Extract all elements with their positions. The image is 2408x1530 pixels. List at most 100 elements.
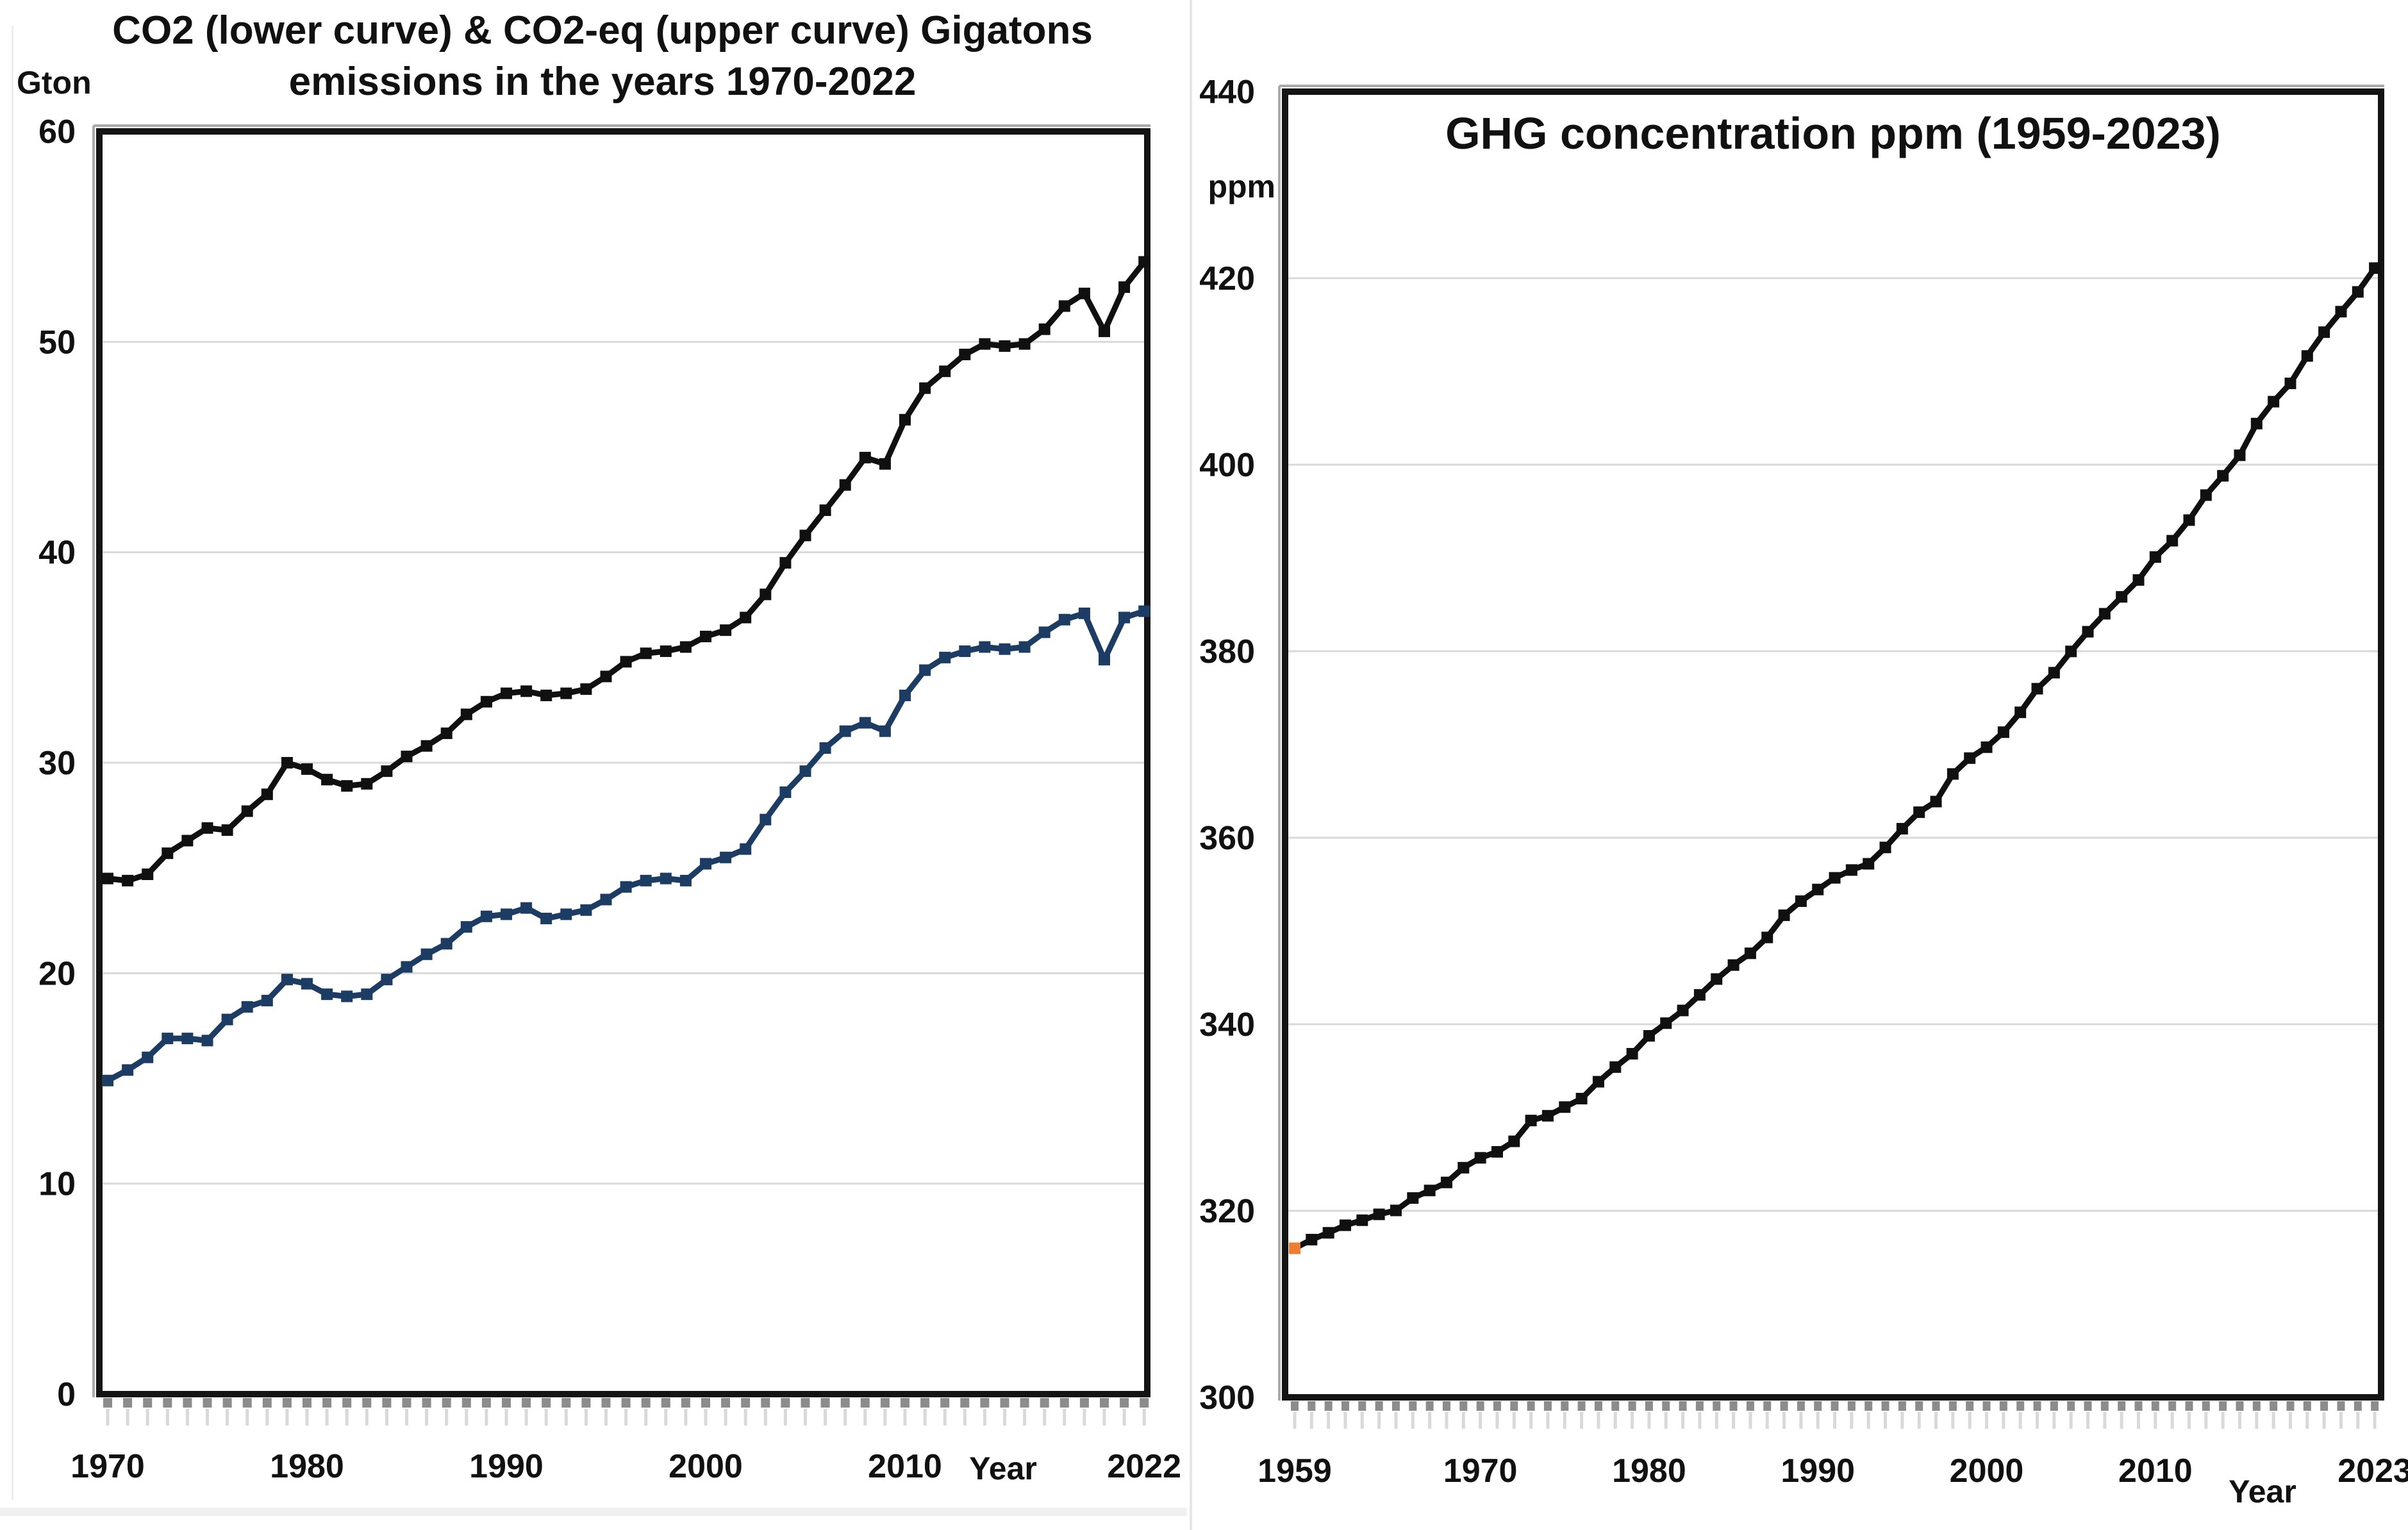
right-x-minor-tick-light <box>1900 1412 1904 1429</box>
ghg-concentration-marker <box>2268 395 2280 408</box>
ghg-concentration-marker <box>1711 973 1723 985</box>
co2-eq-upper-curve-marker <box>1058 300 1070 312</box>
right-x-minor-tick-light <box>1816 1412 1820 1429</box>
ghg-concentration-marker <box>1609 1061 1622 1073</box>
left-x-minor-tick <box>242 1398 252 1408</box>
right-x-minor-tick <box>1982 1401 1991 1411</box>
right-x-minor-tick <box>2134 1401 2143 1411</box>
left-x-minor-tick <box>1079 1398 1089 1408</box>
ghg-concentration-marker <box>1795 895 1807 907</box>
right-x-minor-tick-light <box>1968 1412 1972 1429</box>
left-x-minor-tick-light <box>824 1409 827 1426</box>
co2-eq-upper-curve-marker <box>102 872 113 885</box>
left-x-minor-tick-light <box>644 1409 648 1426</box>
co2-lower-curve-marker <box>899 689 911 701</box>
co2-lower-curve-marker <box>261 995 273 1007</box>
ghg-concentration-marker <box>2082 626 2094 638</box>
co2-eq-upper-curve-marker <box>799 529 811 542</box>
ghg-concentration-marker <box>1339 1219 1351 1231</box>
left-x-minor-tick <box>621 1398 631 1408</box>
right-x-minor-tick <box>2270 1401 2278 1411</box>
ghg-concentration-marker <box>1525 1115 1537 1127</box>
ghg-concentration-marker <box>1508 1135 1520 1147</box>
left-x-minor-tick-light <box>943 1409 947 1426</box>
right-x-minor-tick <box>2354 1401 2362 1411</box>
ghg-concentration-marker <box>1575 1092 1588 1104</box>
left-x-minor-tick <box>163 1398 172 1408</box>
left-x-minor-tick-light <box>724 1409 727 1426</box>
ghg-concentration-marker <box>2352 286 2364 298</box>
right-x-minor-tick-light <box>2103 1412 2107 1429</box>
left-x-minor-tick <box>860 1398 870 1408</box>
right-x-minor-tick <box>2252 1401 2261 1411</box>
co2-eq-upper-curve-marker <box>580 683 592 695</box>
right-x-minor-tick-light <box>1782 1412 1786 1429</box>
left-x-minor-tick-light <box>1083 1409 1086 1426</box>
left-x-minor-tick <box>561 1398 571 1408</box>
right-x-minor-tick-light <box>1833 1412 1837 1429</box>
co2-lower-curve-marker <box>620 881 632 893</box>
right-x-minor-tick <box>1459 1401 1468 1411</box>
left-x-minor-tick-light <box>524 1409 528 1426</box>
co2-eq-upper-curve-marker <box>859 451 871 463</box>
ghg-concentration-marker <box>1643 1030 1655 1042</box>
ghg-concentration-marker <box>1693 989 1706 1001</box>
ghg-concentration-marker <box>2335 306 2347 318</box>
right-x-minor-tick <box>1797 1401 1805 1411</box>
left-y-tick-label: 30 <box>38 745 76 782</box>
co2-eq-upper-curve-marker <box>1118 281 1131 293</box>
right-x-minor-tick-light <box>2170 1412 2174 1429</box>
right-x-minor-tick <box>2202 1401 2210 1411</box>
left-x-minor-tick <box>1020 1398 1029 1408</box>
right-x-minor-tick <box>2286 1401 2295 1411</box>
right-x-minor-tick <box>1662 1401 1670 1411</box>
co2-eq-upper-curve-marker <box>361 777 373 790</box>
right-x-minor-tick-light <box>2288 1412 2292 1429</box>
co2-eq-upper-curve-marker <box>520 685 533 697</box>
co2-lower-curve-marker <box>440 938 453 950</box>
right-x-minor-tick <box>2236 1401 2244 1411</box>
co2-eq-upper-curve-marker <box>401 751 413 763</box>
left-x-minor-tick-light <box>465 1409 469 1426</box>
left-x-axis-unit-label: Year <box>969 1451 1037 1486</box>
left-x-minor-tick <box>203 1398 212 1408</box>
co2-eq-upper-curve-marker <box>122 874 134 886</box>
co2-eq-upper-curve-marker <box>162 847 174 860</box>
left-x-minor-tick <box>1120 1398 1129 1408</box>
right-x-minor-tick-light <box>2322 1412 2326 1429</box>
co2-eq-upper-curve-marker <box>819 504 831 516</box>
left-x-minor-tick <box>183 1398 192 1408</box>
co2-eq-upper-curve-marker <box>720 624 732 636</box>
left-x-minor-tick <box>641 1398 651 1408</box>
co2-lower-curve-marker <box>640 874 652 886</box>
left-x-minor-tick <box>342 1398 352 1408</box>
co2-lower-curve-marker <box>221 1013 233 1026</box>
co2-eq-upper-curve-marker <box>1018 338 1031 350</box>
right-x-minor-tick-light <box>1529 1412 1533 1429</box>
right-y-tick-label: 360 <box>1199 820 1255 857</box>
left-x-minor-tick <box>761 1398 770 1408</box>
right-x-minor-tick <box>1510 1401 1518 1411</box>
right-x-minor-tick-light <box>2221 1412 2225 1429</box>
left-x-minor-tick <box>721 1398 731 1408</box>
co2-eq-upper-curve-marker <box>281 757 293 769</box>
right-x-minor-tick <box>2371 1401 2379 1411</box>
left-x-minor-tick-light <box>883 1409 887 1426</box>
co2-lower-curve-marker <box>679 874 692 886</box>
right-x-minor-tick <box>2067 1401 2075 1411</box>
co2-lower-curve-marker <box>1058 613 1070 626</box>
right-x-minor-tick-light <box>1917 1412 1921 1429</box>
co2-lower-curve-marker <box>1078 607 1090 619</box>
left-x-minor-tick <box>461 1398 471 1408</box>
co2-eq-upper-curve-marker <box>839 479 851 491</box>
right-x-minor-tick <box>1780 1401 1788 1411</box>
ghg-concentration-marker <box>1863 858 1875 870</box>
ghg-concentration-marker <box>1913 806 1925 819</box>
ghg-concentration-marker <box>1964 752 1976 764</box>
left-x-minor-tick-light <box>305 1409 309 1426</box>
right-x-minor-tick-light <box>1951 1412 1955 1429</box>
left-x-minor-tick <box>402 1398 411 1408</box>
ghg-concentration-marker <box>1474 1152 1486 1164</box>
co2-eq-upper-curve-marker <box>640 647 652 660</box>
